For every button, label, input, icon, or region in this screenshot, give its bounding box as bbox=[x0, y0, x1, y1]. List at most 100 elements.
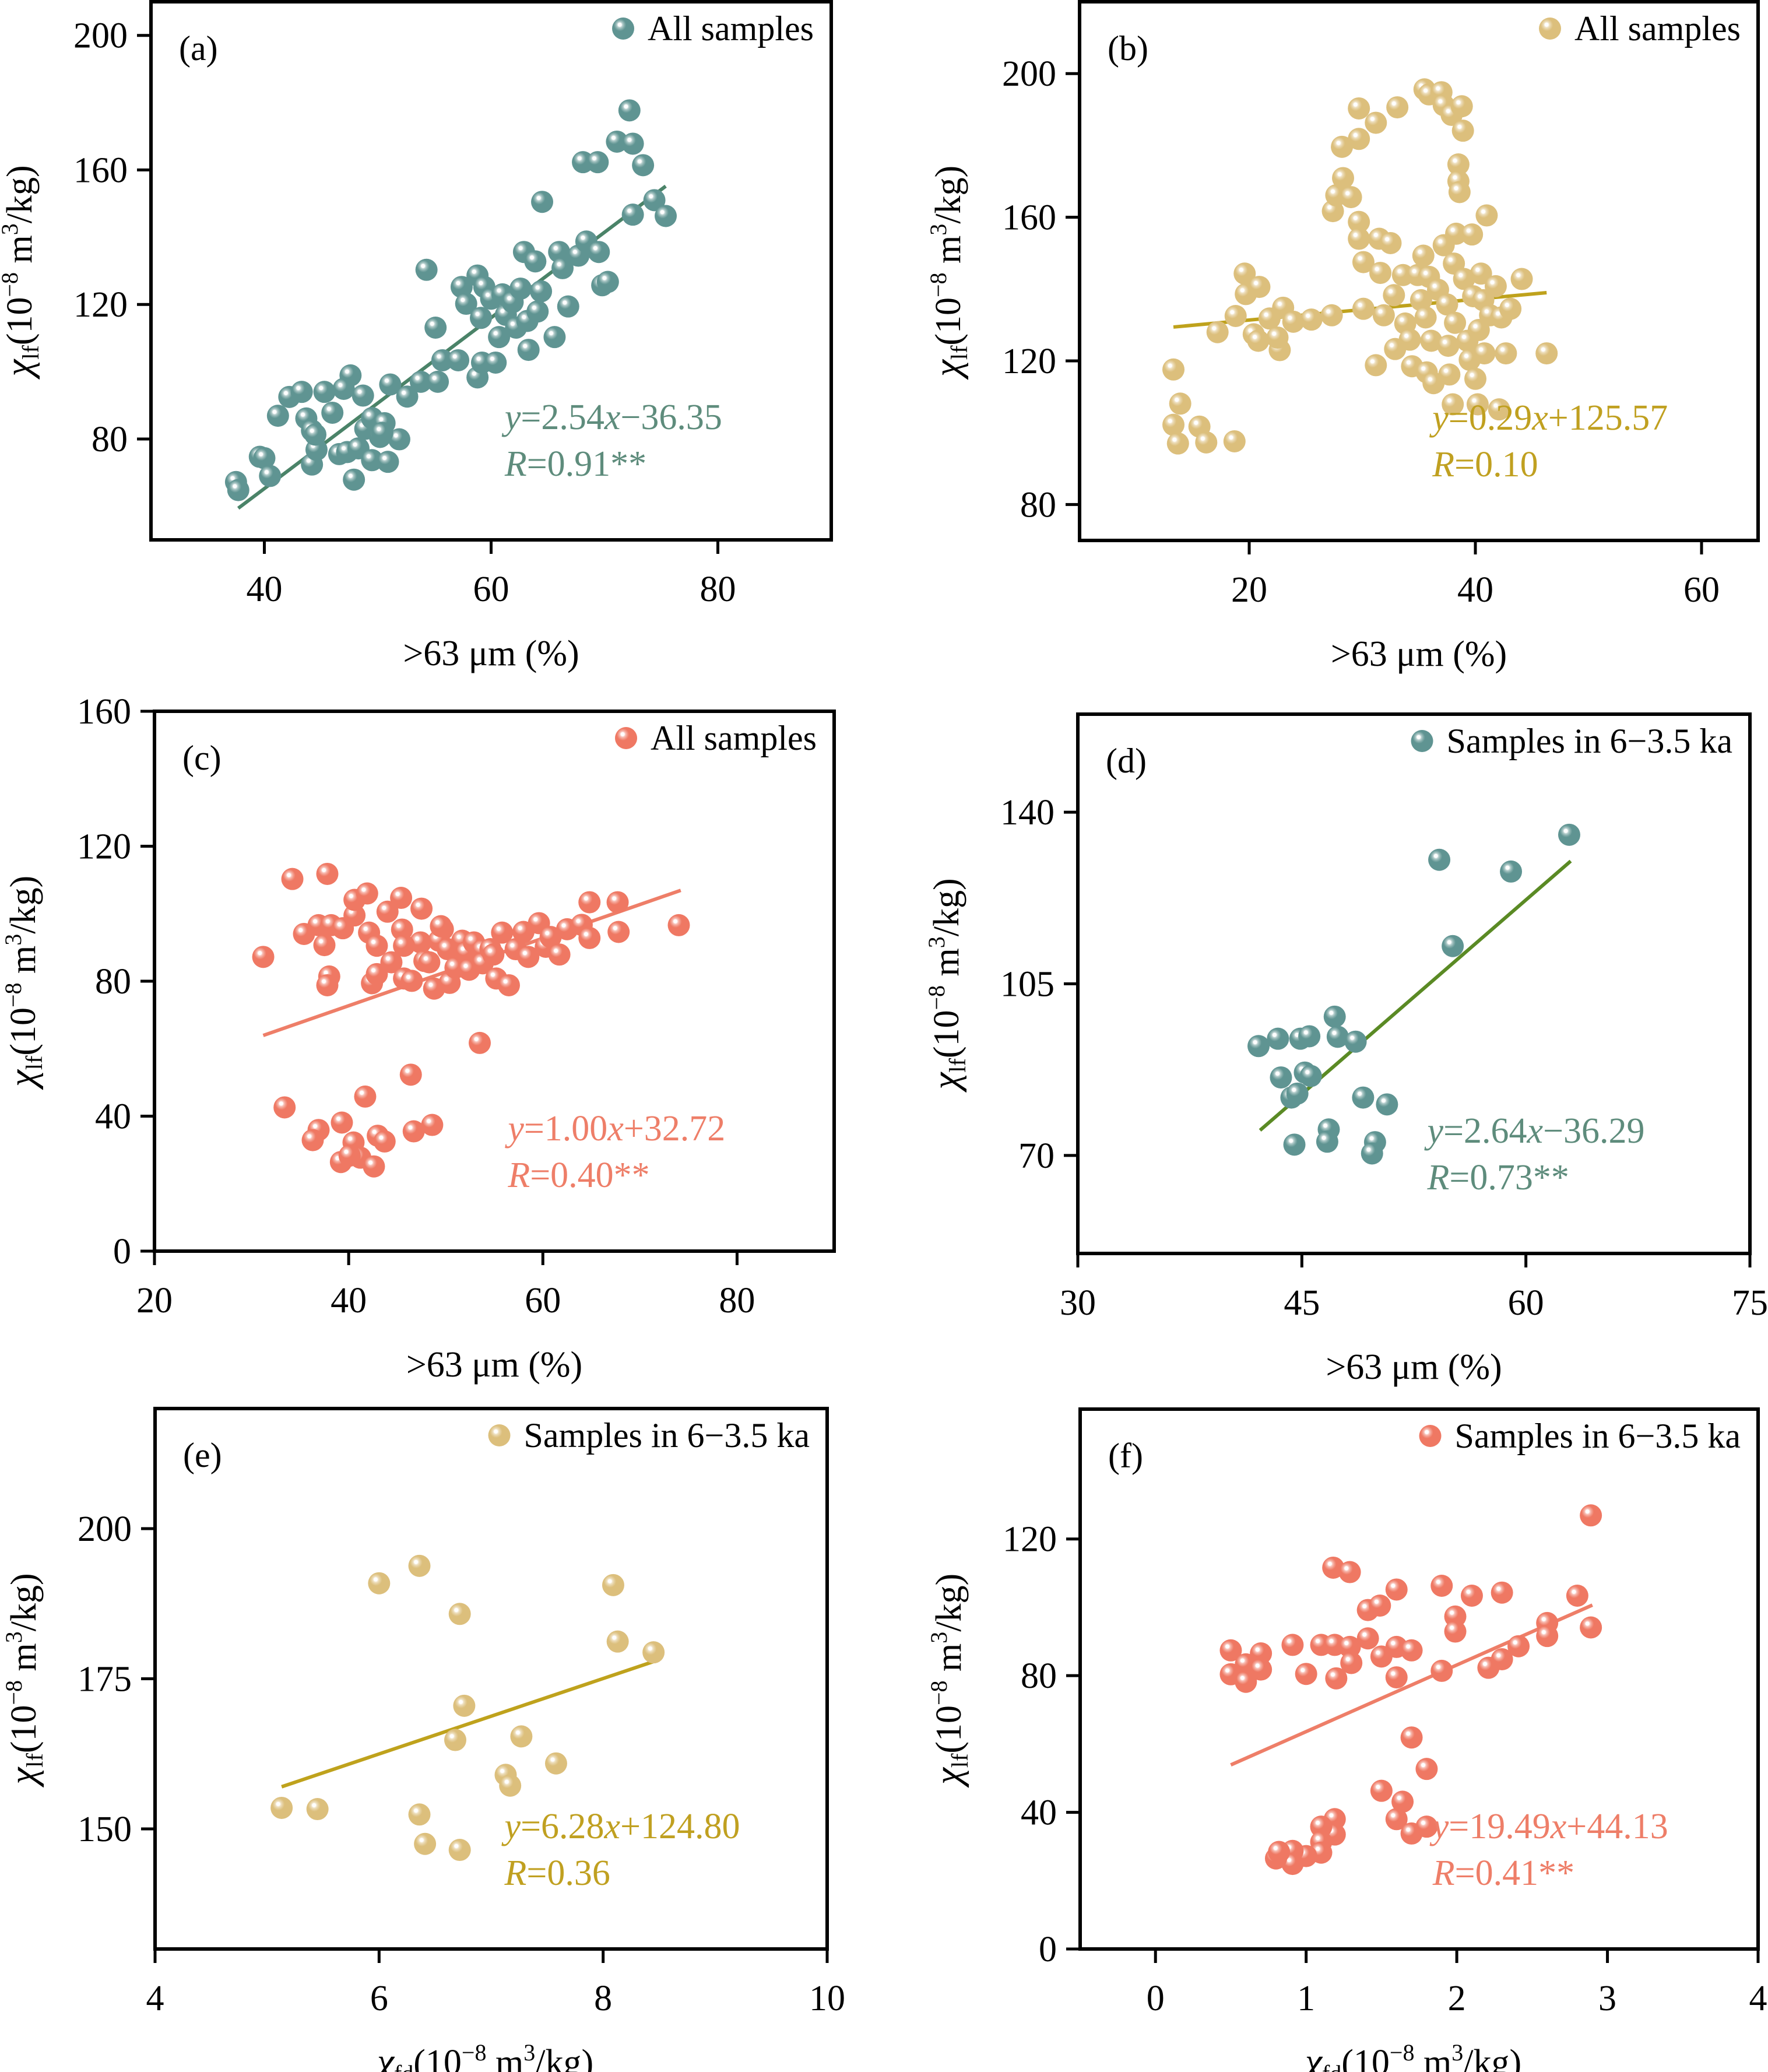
y-tick-label: 140 bbox=[1000, 793, 1055, 833]
data-point bbox=[1340, 1652, 1363, 1674]
data-point bbox=[1580, 1504, 1602, 1527]
data-point bbox=[402, 1120, 425, 1143]
data-point bbox=[1385, 1808, 1408, 1831]
data-point bbox=[551, 257, 574, 279]
y-tick-label: 80 bbox=[1020, 485, 1056, 525]
data-point bbox=[1436, 293, 1458, 316]
data-point bbox=[1369, 262, 1392, 285]
data-point bbox=[1495, 342, 1517, 365]
data-point bbox=[391, 918, 413, 941]
data-point bbox=[1195, 431, 1218, 454]
data-point bbox=[526, 300, 549, 323]
data-point bbox=[1376, 1093, 1398, 1116]
data-point bbox=[1445, 222, 1468, 245]
data-point bbox=[1430, 1575, 1453, 1597]
legend: Samples in 6−3.5 ka bbox=[1411, 722, 1732, 760]
data-point bbox=[343, 468, 365, 491]
data-point bbox=[448, 1603, 471, 1625]
data-point bbox=[1300, 308, 1323, 331]
data-point bbox=[376, 900, 399, 923]
data-point bbox=[399, 1063, 422, 1086]
data-point bbox=[1270, 1066, 1292, 1089]
data-point bbox=[1326, 1026, 1349, 1048]
data-point bbox=[596, 271, 619, 293]
data-point bbox=[1466, 393, 1489, 416]
data-point bbox=[1580, 1616, 1602, 1639]
data-point bbox=[273, 1096, 296, 1119]
data-point bbox=[1298, 1025, 1321, 1048]
data-point bbox=[1250, 1642, 1273, 1665]
y-tick-label: 0 bbox=[113, 1232, 131, 1272]
data-point bbox=[1442, 393, 1464, 416]
data-point bbox=[266, 405, 289, 427]
scatter-series bbox=[1162, 78, 1558, 455]
y-tick-label: 175 bbox=[78, 1660, 132, 1699]
data-point bbox=[1379, 231, 1402, 254]
data-point bbox=[1475, 204, 1498, 227]
panel-a: 40 60 80 80 120 160 200 >63 μm (%) χlf(10−8 m3/k… bbox=[0, 0, 833, 673]
scatter-series bbox=[1219, 1504, 1602, 1876]
data-point bbox=[524, 250, 547, 273]
data-point bbox=[586, 151, 609, 174]
panel-b: 20 40 60 80 120 160 200 >63 μm (%) χlf(10−8 m3/k… bbox=[925, 0, 1760, 674]
data-point bbox=[1444, 1620, 1467, 1643]
data-point bbox=[1385, 1578, 1408, 1601]
regression-line bbox=[1230, 1603, 1593, 1767]
y-tick-label: 160 bbox=[1002, 198, 1056, 238]
data-point bbox=[301, 1129, 324, 1151]
data-point bbox=[450, 276, 473, 298]
panel-label: (a) bbox=[179, 29, 218, 68]
x-tick-label: 3 bbox=[1598, 1979, 1616, 2018]
data-point bbox=[424, 316, 447, 339]
plot-frame bbox=[153, 1407, 829, 1951]
data-point bbox=[1491, 1648, 1513, 1671]
y-axis-title: χlf(10−8 m3/kg) bbox=[925, 166, 972, 380]
correlation-coefficient: R=0.40** bbox=[507, 1156, 649, 1195]
data-point bbox=[607, 921, 630, 943]
x-tick-label: 60 bbox=[1683, 570, 1720, 610]
data-point bbox=[1450, 95, 1473, 118]
data-point bbox=[1223, 430, 1246, 452]
y-tick-label: 70 bbox=[1018, 1136, 1055, 1176]
data-point bbox=[290, 381, 313, 403]
data-point bbox=[1365, 354, 1387, 377]
data-point bbox=[557, 295, 579, 318]
data-point bbox=[510, 1725, 533, 1748]
data-point bbox=[321, 401, 344, 424]
data-point bbox=[418, 951, 441, 974]
data-point bbox=[365, 935, 388, 957]
data-point bbox=[1247, 1035, 1270, 1058]
scatter-series bbox=[252, 862, 690, 1178]
correlation-coefficient: R=0.36 bbox=[504, 1853, 610, 1893]
x-tick-label: 10 bbox=[809, 1979, 845, 2018]
regression-equation: y=2.64x−36.29 bbox=[1424, 1111, 1645, 1151]
data-point bbox=[371, 422, 393, 444]
data-point bbox=[1235, 1670, 1257, 1693]
data-point bbox=[491, 921, 514, 944]
panel-label: (f) bbox=[1108, 1437, 1143, 1475]
data-point bbox=[447, 349, 470, 371]
data-point bbox=[509, 278, 532, 300]
data-point bbox=[1444, 311, 1467, 334]
data-point bbox=[1507, 1635, 1530, 1657]
x-tick-label: 20 bbox=[136, 1281, 173, 1321]
data-point bbox=[408, 1554, 431, 1577]
data-point bbox=[332, 377, 355, 400]
correlation-coefficient: R=0.10 bbox=[1432, 445, 1538, 484]
data-point bbox=[484, 351, 507, 374]
data-point bbox=[393, 935, 416, 957]
data-point bbox=[548, 943, 571, 966]
data-point bbox=[448, 1839, 471, 1862]
x-axis-title: χfd(10−8 m3/kg) bbox=[1302, 2039, 1521, 2072]
x-tick-label: 40 bbox=[247, 570, 283, 609]
data-point bbox=[1365, 111, 1387, 134]
data-point bbox=[338, 1144, 361, 1167]
plot-frame bbox=[1078, 0, 1760, 542]
data-point bbox=[409, 931, 432, 954]
y-tick-label: 200 bbox=[73, 16, 128, 56]
legend: All samples bbox=[1539, 9, 1741, 48]
data-point bbox=[1325, 1667, 1348, 1690]
panel-e: 4 6 8 10 150 175 200 χfd(10−8 m3/kg) χlf(10−8 m3… bbox=[1, 1407, 845, 2072]
x-tick-label: 20 bbox=[1231, 570, 1267, 610]
data-point bbox=[354, 1085, 377, 1108]
